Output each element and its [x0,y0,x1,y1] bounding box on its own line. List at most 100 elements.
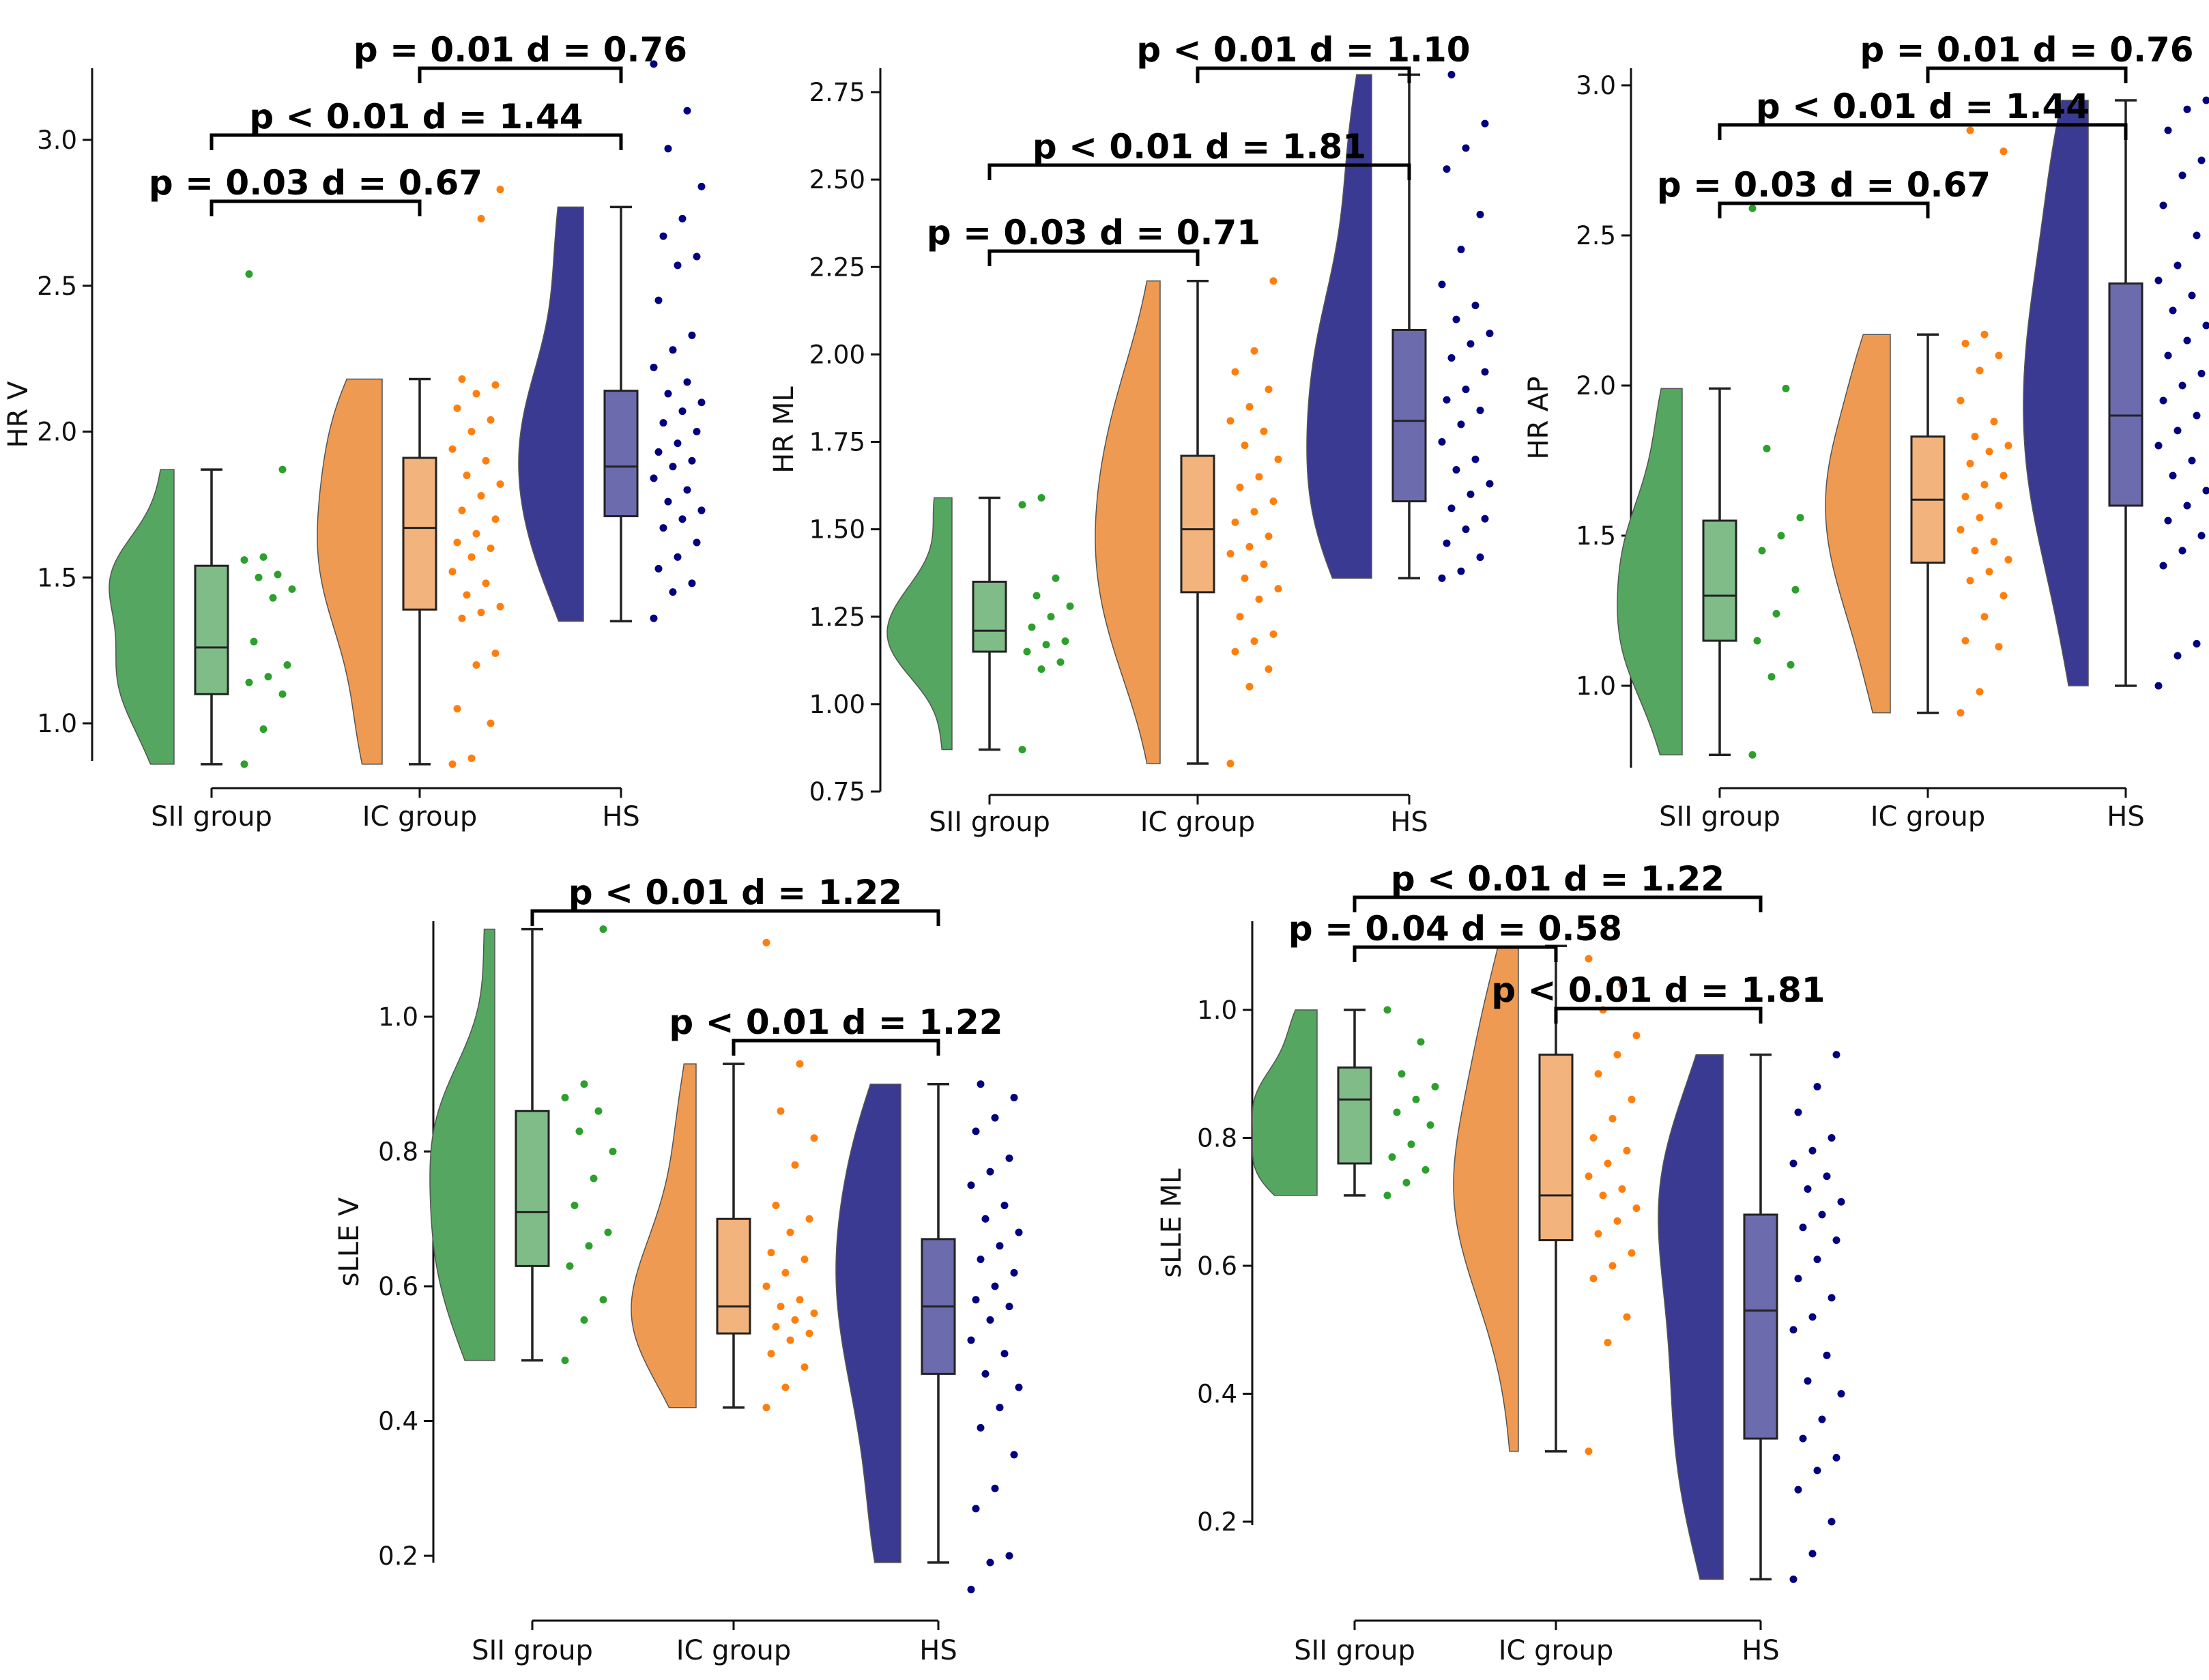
data-point-sii-group [1791,585,1800,594]
data-point-ic-group [796,1060,804,1068]
data-point-hs [1794,1108,1802,1116]
half-violin-hs [1658,1054,1724,1580]
half-violin-sii-group [1252,1009,1318,1196]
data-point-sii-group [245,270,253,278]
data-point-ic-group [1241,574,1249,582]
data-point-hs [1486,480,1494,488]
data-point-ic-group [1980,480,1989,489]
data-point-hs [650,60,658,68]
data-point-sii-group [594,1107,603,1115]
y-tick-label: 2.0 [37,418,77,447]
data-point-hs [1794,1275,1802,1283]
data-point-sii-group [1052,574,1060,582]
data-point-ic-group [448,445,457,453]
data-point-hs [1447,504,1456,512]
data-point-hs [1832,1051,1840,1059]
data-point-ic-group [496,480,504,488]
data-point-hs [991,1484,999,1492]
data-point-hs [2159,562,2167,570]
data-point-hs [674,439,682,448]
data-point-hs [991,1114,999,1122]
data-point-ic-group [477,609,485,617]
data-point-ic-group [1250,347,1258,355]
significance-bracket [210,133,623,150]
data-point-ic-group [1269,630,1277,638]
significance-label: p = 0.01 d = 0.76 [1860,30,2193,70]
data-point-ic-group [1623,1313,1631,1321]
data-point-hs [2188,291,2196,300]
panel-hr-ml: 0.75 1.00 1.25 1.50 1.75 2.00 2.25 2.50 2.75 HR M… [768,30,1494,838]
data-point-sii-group [1018,501,1026,509]
data-point-sii-group [240,760,248,768]
data-point-hs [659,524,667,532]
data-point-hs [1438,438,1446,446]
box-ic-group [1180,454,1215,594]
data-point-ic-group [1226,759,1235,768]
data-point-ic-group [1995,643,2003,651]
data-point-hs [2154,441,2163,450]
y-tick-label: 0.4 [1197,1380,1237,1409]
data-point-hs [1808,1313,1817,1321]
data-point-hs [1828,1134,1836,1142]
significance-bracket [530,909,940,926]
data-point-hs [2154,682,2163,690]
data-point-hs [1828,1518,1836,1526]
data-point-ic-group [762,938,770,946]
data-point-ic-group [1628,1095,1636,1103]
data-point-ic-group [1957,525,1965,534]
half-violin-hs [2023,100,2089,686]
data-point-hs [1481,515,1489,523]
half-violin-ic-group [1825,334,1891,714]
data-point-hs [697,506,706,515]
data-point-hs [986,1168,994,1176]
data-point-hs [664,390,672,398]
data-point-hs [1799,1223,1807,1232]
data-point-ic-group [1976,514,1984,522]
data-point-sii-group [1426,1121,1434,1129]
data-point-sii-group [1042,641,1050,649]
data-point-sii-group [1056,658,1065,666]
data-point-ic-group [496,186,504,194]
data-point-ic-group [1594,1070,1602,1078]
significance-bracket [1554,1006,1763,1024]
data-point-hs [2202,487,2209,495]
data-point-hs [664,145,672,153]
data-point-ic-group [491,649,500,657]
data-point-sii-group [1398,1070,1406,1078]
data-point-hs [1476,210,1484,218]
data-point-hs [2164,351,2172,360]
data-point-hs [2193,231,2201,240]
y-tick-label: 1.0 [1576,671,1616,701]
data-point-hs [986,1559,994,1567]
data-point-hs [2164,517,2172,525]
data-point-hs [678,214,687,222]
y-tick-label: 2.75 [809,78,865,107]
data-point-ic-group [482,579,490,588]
significance-label: p < 0.01 d = 1.81 [1033,127,1366,166]
data-point-hs [977,1256,985,1263]
data-point-sii-group [1028,623,1036,631]
y-axis-title: sLLE ML [1156,1168,1187,1278]
y-tick-label: 1.5 [1576,521,1616,551]
panel-hr-v: 1.0 1.5 2.0 2.5 3.0 HR V SII group IC group HS p … [3,30,706,832]
y-tick-label: 1.0 [378,1002,418,1032]
data-point-sii-group [1066,602,1074,610]
data-point-hs [967,1336,975,1344]
data-point-sii-group [1787,661,1795,669]
y-tick-label: 1.75 [809,428,865,457]
data-point-hs [2164,126,2172,134]
data-point-hs [697,399,706,407]
y-tick-label: 0.4 [378,1407,418,1436]
data-point-sii-group [1782,384,1790,392]
significance-bracket [418,66,623,83]
data-point-sii-group [561,1094,569,1101]
data-point-ic-group [1628,1249,1636,1257]
data-point-hs [967,1585,975,1593]
data-point-ic-group [1632,1204,1641,1213]
y-tick-label: 2.25 [809,252,865,282]
data-point-ic-group [1260,560,1268,568]
data-point-hs [664,497,672,506]
data-point-ic-group [472,390,480,398]
data-point-hs [1010,1269,1018,1277]
half-violin-ic-group [631,1063,697,1408]
